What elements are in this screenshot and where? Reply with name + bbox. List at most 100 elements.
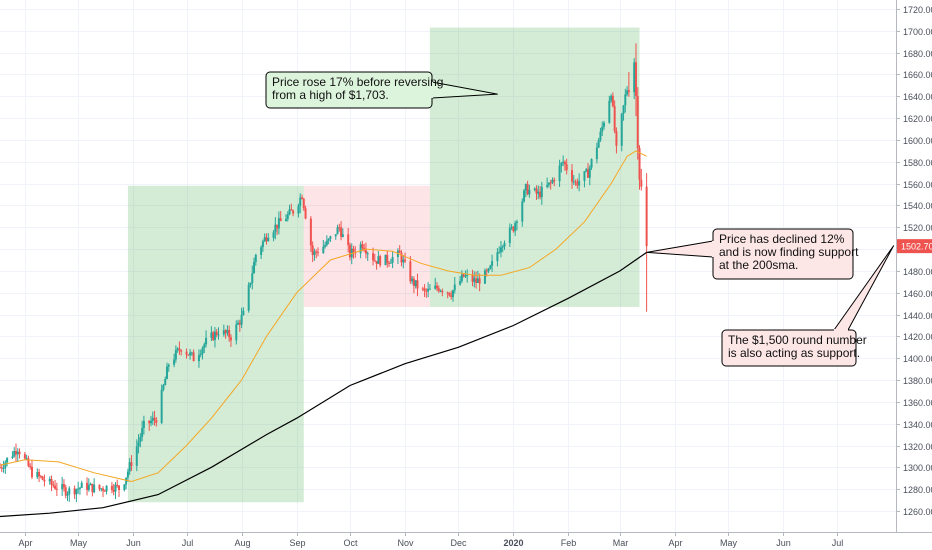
candle-body xyxy=(363,247,366,251)
y-tick-label: 1340.00 xyxy=(903,420,932,430)
candle-body xyxy=(180,350,183,352)
candle-body xyxy=(128,462,131,472)
candle-body xyxy=(475,278,478,283)
y-tick-label: 1640.00 xyxy=(903,92,932,102)
candle-body xyxy=(118,485,121,490)
grid xyxy=(0,0,896,532)
candle-body xyxy=(155,419,158,423)
annotation-text: The $1,500 round number xyxy=(728,333,867,347)
candle-body xyxy=(102,488,105,491)
candle-body xyxy=(341,234,344,237)
candle-body xyxy=(373,260,376,262)
candle-body xyxy=(473,278,476,282)
x-tick-label: Feb xyxy=(561,538,577,548)
candle-body xyxy=(205,337,208,345)
candle-body xyxy=(599,131,602,141)
x-tick-label: Jul xyxy=(182,538,194,548)
candle-body xyxy=(89,483,92,486)
candle-body xyxy=(523,190,526,202)
candle-body xyxy=(105,485,108,492)
sma-200-line xyxy=(0,251,647,518)
candle-body xyxy=(622,105,625,114)
candle-body xyxy=(276,224,279,229)
candle-body xyxy=(27,458,30,467)
candle-body xyxy=(539,191,542,198)
candle-body xyxy=(137,441,140,447)
candle-body xyxy=(416,280,419,289)
x-tick-label: Jul xyxy=(832,538,844,548)
candle-body xyxy=(64,487,67,496)
x-tick-label: Apr xyxy=(18,538,32,548)
candle-body xyxy=(425,290,428,292)
candle-body xyxy=(634,62,637,96)
candle-body xyxy=(572,181,575,183)
annotation-box xyxy=(721,329,857,367)
candle-body xyxy=(41,476,44,480)
annotation-text: Price has declined 12% xyxy=(719,232,845,246)
candle-body xyxy=(87,485,90,490)
candle-body xyxy=(125,477,128,485)
candle-body xyxy=(315,251,318,253)
candle-body xyxy=(228,329,231,338)
candle-body xyxy=(238,322,241,325)
current-price-tag xyxy=(897,239,932,254)
candle-body xyxy=(551,179,554,183)
candle-body xyxy=(25,458,28,460)
price-axis[interactable]: 1720.00 1700.00 1680.00 1660.00 1640.00 1620.… xyxy=(896,5,932,517)
x-tick-label: May xyxy=(720,538,738,548)
candle-body xyxy=(558,165,561,182)
candle-body xyxy=(620,113,623,146)
candle-body xyxy=(448,292,451,296)
time-axis[interactable]: Apr May Jun Jul Aug Sep Oct Nov Dec 2020 Feb Mar Apr… xyxy=(18,532,843,548)
y-tick-label: 1420.00 xyxy=(903,332,932,342)
candle-body xyxy=(114,484,117,492)
candle-body xyxy=(217,334,220,336)
candle-body xyxy=(311,245,314,255)
candle-body xyxy=(583,171,586,181)
candle-body xyxy=(285,219,288,222)
candle-body xyxy=(173,359,176,365)
y-tick-label: 1600.00 xyxy=(903,136,932,146)
y-tick-label: 1560.00 xyxy=(903,180,932,190)
candle-body xyxy=(436,285,439,289)
candle-body xyxy=(595,147,598,160)
candle-body xyxy=(510,226,513,228)
candle-body xyxy=(11,456,14,458)
candle-body xyxy=(587,169,590,178)
candle-body xyxy=(240,315,243,325)
candle-body xyxy=(496,252,499,262)
candle-body xyxy=(18,451,21,455)
y-tick-label: 1620.00 xyxy=(903,114,932,124)
candle-body xyxy=(222,330,225,335)
candle-body xyxy=(263,237,266,242)
x-tick-label: Oct xyxy=(343,538,358,548)
candle-body xyxy=(489,265,492,269)
candle-body xyxy=(464,275,467,277)
candle-body xyxy=(537,191,540,194)
candle-body xyxy=(423,288,426,291)
candle-body xyxy=(588,167,591,178)
candle-body xyxy=(309,218,312,246)
candle-body xyxy=(316,252,319,254)
candle-body xyxy=(75,489,78,495)
candle-body xyxy=(302,198,305,209)
candle-body xyxy=(297,205,300,214)
candle-body xyxy=(277,218,280,229)
candle-body xyxy=(624,94,627,106)
candle-body xyxy=(237,322,240,325)
candle-body xyxy=(6,457,9,463)
candle-body xyxy=(149,420,152,424)
candle-body xyxy=(485,270,488,272)
candle-body xyxy=(50,478,53,485)
x-tick-label: Aug xyxy=(234,538,250,548)
candle-body xyxy=(503,242,506,247)
candle-body xyxy=(48,478,51,482)
candle-body xyxy=(524,184,527,191)
candle-body xyxy=(585,169,588,172)
candle-body xyxy=(61,484,64,490)
y-tick-label: 1660.00 xyxy=(903,70,932,80)
y-tick-label: 1300.00 xyxy=(903,463,932,473)
candle-body xyxy=(535,188,538,194)
